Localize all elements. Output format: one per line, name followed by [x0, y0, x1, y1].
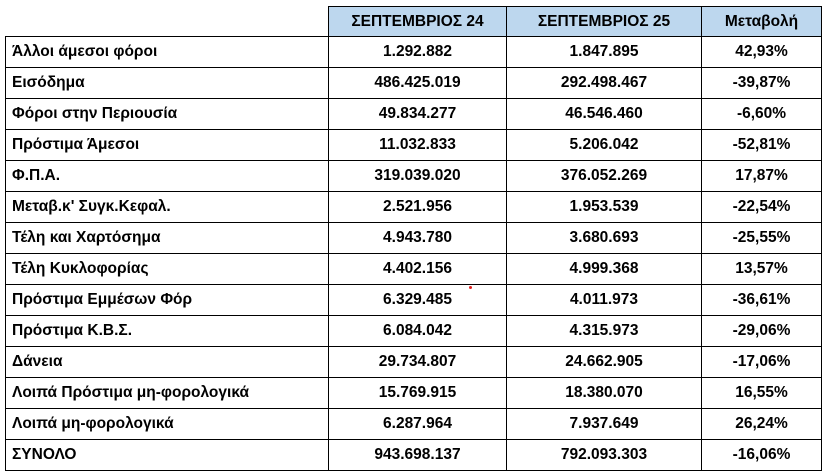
- value-september-25: 1.953.539: [506, 191, 702, 223]
- value-change: 17,87%: [701, 160, 822, 192]
- value-september-24: 6.084.042: [328, 315, 507, 347]
- table-row: Μεταβ.κ' Συγκ.Κεφαλ. 2.521.956 1.953.539 -2…: [5, 191, 822, 223]
- value-september-24: 4.402.156: [328, 253, 507, 285]
- value-september-24: 4.943.780: [328, 222, 507, 254]
- value-september-25: 792.093.303: [506, 439, 702, 471]
- row-label: ΣΥΝΟΛΟ: [5, 439, 329, 471]
- value-september-25: 18.380.070: [506, 377, 702, 409]
- revenue-comparison-table: ΣΕΠΤΕΜΒΡΙΟΣ 24 ΣΕΠΤΕΜΒΡΙΟΣ 25 Μεταβολή Ά…: [5, 6, 822, 471]
- value-september-24: 15.769.915: [328, 377, 507, 409]
- value-change: -29,06%: [701, 315, 822, 347]
- table-row: Πρόστιμα Άμεσοι 11.032.833 5.206.042 -52,81…: [5, 129, 822, 161]
- value-september-24: 943.698.137: [328, 439, 507, 471]
- table-row: Δάνεια 29.734.807 24.662.905 -17,06%: [5, 346, 822, 378]
- value-change: -36,61%: [701, 284, 822, 316]
- value-september-24: 486.425.019: [328, 67, 507, 99]
- value-change: -6,60%: [701, 98, 822, 130]
- row-label: Πρόστιμα Άμεσοι: [5, 129, 329, 161]
- table-row: Τέλη Κυκλοφορίας 4.402.156 4.999.368 13,57%: [5, 253, 822, 285]
- row-label: Μεταβ.κ' Συγκ.Κεφαλ.: [5, 191, 329, 223]
- table-row: Λοιπά μη-φορολογικά 6.287.964 7.937.649 26,…: [5, 408, 822, 440]
- value-september-25: 5.206.042: [506, 129, 702, 161]
- value-change: -39,87%: [701, 67, 822, 99]
- row-label: Δάνεια: [5, 346, 329, 378]
- value-september-24: 1.292.882: [328, 36, 507, 68]
- header-september-25: ΣΕΠΤΕΜΒΡΙΟΣ 25: [506, 6, 702, 37]
- row-label: Τέλη Κυκλοφορίας: [5, 253, 329, 285]
- table-row: Εισόδημα 486.425.019 292.498.467 -39,87%: [5, 67, 822, 99]
- value-change: -17,06%: [701, 346, 822, 378]
- row-label: Άλλοι άμεσοι φόροι: [5, 36, 329, 68]
- row-label: Τέλη και Χαρτόσημα: [5, 222, 329, 254]
- value-change: -52,81%: [701, 129, 822, 161]
- row-label: Πρόστιμα Κ.Β.Σ.: [5, 315, 329, 347]
- value-september-24: 6.287.964: [328, 408, 507, 440]
- table-row: Πρόστιμα Κ.Β.Σ. 6.084.042 4.315.973 -29,06%: [5, 315, 822, 347]
- value-september-25: 292.498.467: [506, 67, 702, 99]
- value-september-25: 1.847.895: [506, 36, 702, 68]
- row-label: Φ.Π.Α.: [5, 160, 329, 192]
- header-september-24: ΣΕΠΤΕΜΒΡΙΟΣ 24: [328, 6, 507, 37]
- header-label-cell: [5, 6, 329, 37]
- row-label: Εισόδημα: [5, 67, 329, 99]
- value-september-24: 11.032.833: [328, 129, 507, 161]
- row-label: Λοιπά Πρόστιμα μη-φορολογικά: [5, 377, 329, 409]
- value-september-24: 49.834.277: [328, 98, 507, 130]
- row-label: Φόροι στην Περιουσία: [5, 98, 329, 130]
- table-row: Πρόστιμα Εμμέσων Φόρ 6.329.485 4.011.973 -3…: [5, 284, 822, 316]
- table-row: Λοιπά Πρόστιμα μη-φορολογικά 15.769.915 18…: [5, 377, 822, 409]
- table-row: Άλλοι άμεσοι φόροι 1.292.882 1.847.895 42,9…: [5, 36, 822, 68]
- value-change: 26,24%: [701, 408, 822, 440]
- table-row: Φ.Π.Α. 319.039.020 376.052.269 17,87%: [5, 160, 822, 192]
- stray-mark: [469, 286, 472, 289]
- value-september-24: 319.039.020: [328, 160, 507, 192]
- value-september-24: 29.734.807: [328, 346, 507, 378]
- header-change: Μεταβολή: [701, 6, 822, 37]
- value-change: 13,57%: [701, 253, 822, 285]
- table-header-row: ΣΕΠΤΕΜΒΡΙΟΣ 24 ΣΕΠΤΕΜΒΡΙΟΣ 25 Μεταβολή: [5, 6, 822, 37]
- value-september-24: 2.521.956: [328, 191, 507, 223]
- value-september-25: 4.315.973: [506, 315, 702, 347]
- table-total-row: ΣΥΝΟΛΟ 943.698.137 792.093.303 -16,06%: [5, 439, 822, 471]
- table-row: Τέλη και Χαρτόσημα 4.943.780 3.680.693 -25,…: [5, 222, 822, 254]
- table-row: Φόροι στην Περιουσία 49.834.277 46.546.460…: [5, 98, 822, 130]
- value-change: -25,55%: [701, 222, 822, 254]
- value-change: 16,55%: [701, 377, 822, 409]
- value-september-25: 4.011.973: [506, 284, 702, 316]
- row-label: Πρόστιμα Εμμέσων Φόρ: [5, 284, 329, 316]
- value-september-25: 46.546.460: [506, 98, 702, 130]
- value-september-25: 4.999.368: [506, 253, 702, 285]
- value-september-25: 3.680.693: [506, 222, 702, 254]
- value-change: -16,06%: [701, 439, 822, 471]
- value-september-25: 376.052.269: [506, 160, 702, 192]
- value-september-24: 6.329.485: [328, 284, 507, 316]
- value-change: -22,54%: [701, 191, 822, 223]
- value-september-25: 7.937.649: [506, 408, 702, 440]
- row-label: Λοιπά μη-φορολογικά: [5, 408, 329, 440]
- value-september-25: 24.662.905: [506, 346, 702, 378]
- value-change: 42,93%: [701, 36, 822, 68]
